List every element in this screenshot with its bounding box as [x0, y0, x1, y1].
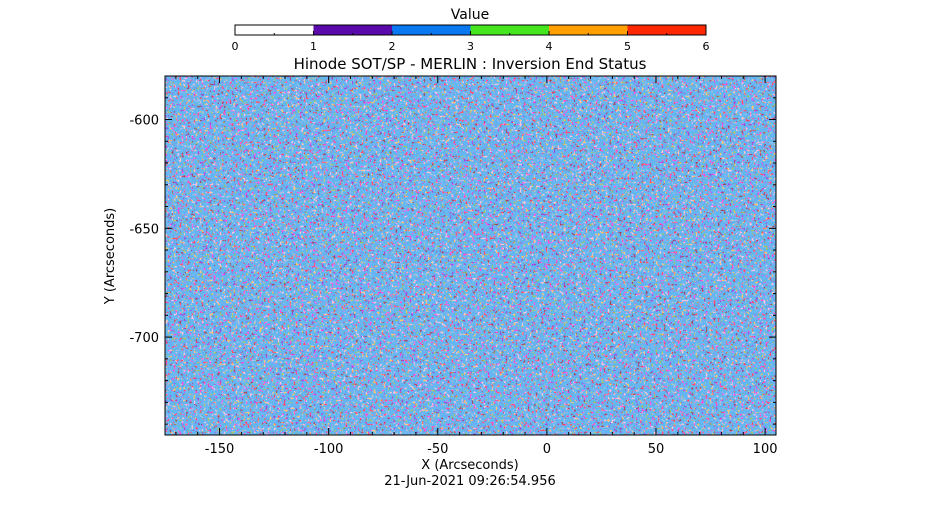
y-tick-label: -650 — [129, 222, 159, 237]
colorbar-tick-label: 5 — [624, 40, 631, 53]
y-axis: -600 -650 -700 — [129, 75, 776, 425]
colorbar-tick-label: 0 — [232, 40, 239, 53]
colorbar-tick-label: 2 — [389, 40, 396, 53]
x-tick-label: -50 — [427, 442, 448, 457]
timestamp: 21-Jun-2021 09:26:54.956 — [384, 474, 556, 489]
colorbar-segment-2 — [392, 25, 471, 35]
colorbar-tick-label: 4 — [546, 40, 553, 53]
colorbar-segment-3 — [470, 25, 549, 35]
y-tick-label: -600 — [129, 114, 159, 129]
x-axis-label: X (Arcseconds) — [421, 458, 518, 473]
x-tick-label: 100 — [753, 442, 778, 457]
x-tick-label: -150 — [205, 442, 235, 457]
x-tick-label: 50 — [648, 442, 665, 457]
plot-frame — [164, 75, 777, 436]
x-tick-label: -100 — [314, 442, 344, 457]
colorbar-label: Value — [451, 7, 489, 23]
colorbar-tick-label: 1 — [310, 40, 317, 53]
heatmap-image — [165, 76, 776, 435]
y-axis-label: Y (Arcseconds) — [103, 208, 118, 305]
colorbar-tick-label: 3 — [467, 40, 474, 53]
colorbar-ticks: 0 1 2 3 4 5 6 — [232, 31, 710, 53]
x-tick-label: 0 — [543, 442, 551, 457]
colorbar-segment-4 — [549, 25, 628, 35]
colorbar-tick-label: 6 — [703, 40, 710, 53]
y-tick-label: -700 — [129, 331, 159, 346]
colorbar-segment-0 — [235, 25, 314, 35]
chart-title: Hinode SOT/SP - MERLIN : Inversion End S… — [294, 55, 647, 73]
colorbar-segment-1 — [313, 25, 392, 35]
colorbar-segment-5 — [627, 25, 706, 35]
x-axis: -150 -100 -50 0 50 100 — [175, 76, 778, 457]
